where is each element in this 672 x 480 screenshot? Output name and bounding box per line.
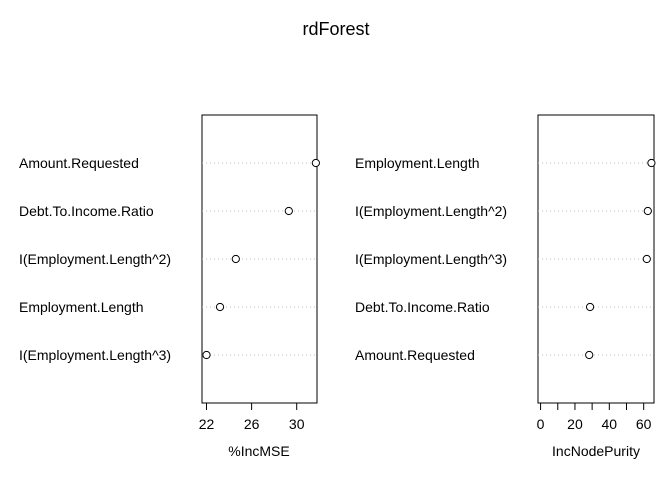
x-axis-label: IncNodePurity <box>552 443 640 459</box>
data-point <box>202 350 211 360</box>
category-label: Amount.Requested <box>19 155 139 171</box>
category-label: I(Employment.Length^2) <box>355 203 507 219</box>
data-point <box>647 158 656 168</box>
data-point <box>642 254 651 264</box>
data-point <box>231 254 240 264</box>
category-label: Employment.Length <box>355 155 480 171</box>
panel-frame <box>537 114 655 404</box>
data-point <box>215 302 225 312</box>
category-label: I(Employment.Length^2) <box>19 251 171 267</box>
category-label: Amount.Requested <box>355 347 475 363</box>
x-tick-label: 0 <box>537 416 545 432</box>
data-point <box>311 158 320 168</box>
x-tick-label: 40 <box>602 416 618 432</box>
panel-incmse: %IncMSE Amount.Requested Debt.To.Income.R… <box>19 114 320 459</box>
category-label: Debt.To.Income.Ratio <box>19 203 154 219</box>
category-label: Debt.To.Income.Ratio <box>355 299 490 315</box>
category-label: I(Employment.Length^3) <box>19 347 171 363</box>
panel-incnodepurity: IncNodePurity Employment.Length I(Employm… <box>355 114 656 459</box>
x-axis-label: %IncMSE <box>228 443 289 459</box>
category-label: Employment.Length <box>19 299 144 315</box>
panel-frame <box>201 114 318 404</box>
data-point <box>643 206 652 216</box>
chart-title: rdForest <box>302 19 369 39</box>
data-point <box>284 206 293 216</box>
x-tick-label: 30 <box>289 416 305 432</box>
x-tick-label: 26 <box>244 416 260 432</box>
data-point <box>585 302 595 312</box>
x-tick-label: 60 <box>636 416 652 432</box>
x-tick-label: 22 <box>199 416 215 432</box>
x-tick-label: 20 <box>567 416 583 432</box>
data-point <box>585 350 594 360</box>
category-label: I(Employment.Length^3) <box>355 251 507 267</box>
